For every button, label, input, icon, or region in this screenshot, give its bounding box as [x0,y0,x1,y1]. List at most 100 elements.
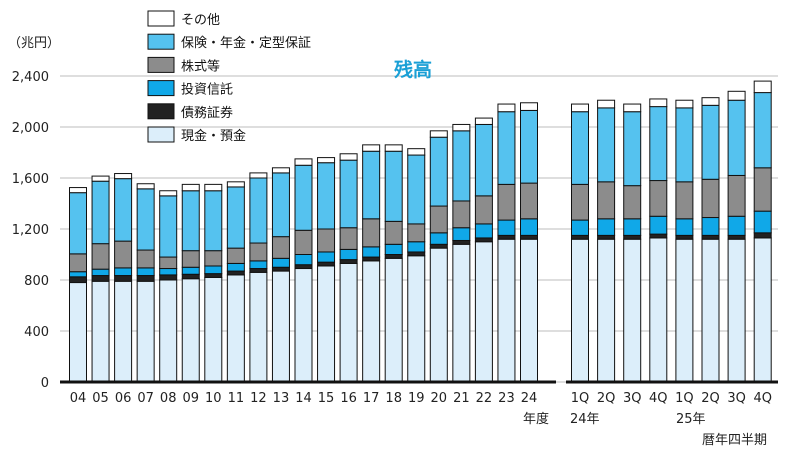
x-tick-label: 1Q [571,391,590,406]
x-tick-label: 2Q [597,391,616,406]
bar-segment [623,238,642,383]
bar-segment [727,238,746,383]
legend-label: 株式等 [181,58,220,74]
bar-segment [623,111,642,187]
legend-swatch [147,126,175,143]
chart-title: 残高 [394,58,432,81]
bar-segment [204,276,223,383]
bar-segment [249,177,268,244]
y-tick-label: 800 [24,274,49,289]
bar-segment [727,215,746,236]
bar-segment [474,241,493,383]
bar-segment [675,218,694,236]
bar-segment [114,280,133,383]
bar-segment [727,90,746,101]
bar-segment [317,251,336,263]
bar-segment [452,130,471,202]
x-tick-label: 08 [160,391,177,406]
bar-segment [384,254,403,259]
bar-segment [571,238,589,383]
bar-segment [474,223,493,239]
bar-segment [159,274,178,281]
bar-segment [623,218,642,236]
x-tick-label: 20 [431,391,448,406]
legend-label: 投資信託 [181,82,233,98]
y-tick-labels: 0 400 800 1,200 1,600 2,000 2,400 [12,70,49,391]
bar-segment [91,280,110,383]
bar-segment [249,260,268,270]
bar-segment [701,217,720,236]
bar-segment [226,247,245,264]
x-tick-label: 04 [70,391,87,406]
bar-segment [571,183,589,221]
x-tick-label: 23 [498,391,515,406]
bar-segment [136,188,155,251]
bar-segment [114,267,133,277]
legend-label: 債務証券 [181,105,233,121]
x-tick-label: 24 [521,391,538,406]
bar-segment [407,148,426,156]
bar-segment [317,261,336,267]
bars [69,80,772,383]
bar-segment [497,103,516,113]
bar-segment [69,187,87,194]
bar-segment [317,162,336,230]
bar-segment [701,238,720,383]
bar-segment [384,144,403,152]
bar-segment [317,265,336,383]
x-tick-label: 4Q [649,391,668,406]
legend-swatch [147,80,175,97]
bar-segment [407,241,426,253]
bar-segment [753,210,772,234]
bar-segment [226,186,245,249]
bar-segment [407,223,426,243]
bar-segment [294,158,313,166]
bar-segment [571,103,589,113]
bar-segment [159,256,178,270]
bar-segment [649,180,668,217]
x-tick-label: 21 [453,391,470,406]
bar-segment [69,253,87,273]
y-tick-label: 2,000 [12,121,49,136]
bar-segment [204,273,223,278]
bar-segment [520,238,538,383]
bar-segment [701,178,720,219]
bar-segment [136,249,155,269]
bar-segment [91,268,110,277]
bar-segment [597,218,616,236]
bar-segment [597,234,616,240]
legend-label: その他 [181,13,220,28]
x-tick-label: 05 [92,391,109,406]
bar-segment [181,273,200,280]
bar-segment [497,111,516,185]
bar-segment [675,238,694,383]
bar-segment [407,255,426,383]
bar-segment [271,270,290,383]
bar-segment [181,278,200,383]
bar-segment [294,254,313,266]
x-tick-label: 18 [385,391,402,406]
bar-segment [753,237,772,383]
bar-segment [649,98,668,108]
bar-segment [362,144,381,152]
legend-swatch [147,103,175,120]
bar-segment [474,117,493,125]
year-25-label: 25年 [676,412,706,427]
bar-segment [136,183,155,190]
bar-segment [159,268,178,276]
x-tick-label: 12 [250,391,267,406]
bar-segment [204,183,223,192]
bar-segment [181,250,200,268]
x-tick-label: 14 [295,391,312,406]
x-tick-label: 07 [137,391,154,406]
bar-segment [675,99,694,109]
bar-segment [226,262,245,272]
y-axis-label: （兆円） [8,36,60,51]
bar-segment [753,92,772,169]
bar-segment [294,264,313,270]
bar-segment [675,234,694,240]
bar-segment [226,270,245,276]
bar-segment [339,262,358,383]
x-tick-label: 15 [318,391,335,406]
